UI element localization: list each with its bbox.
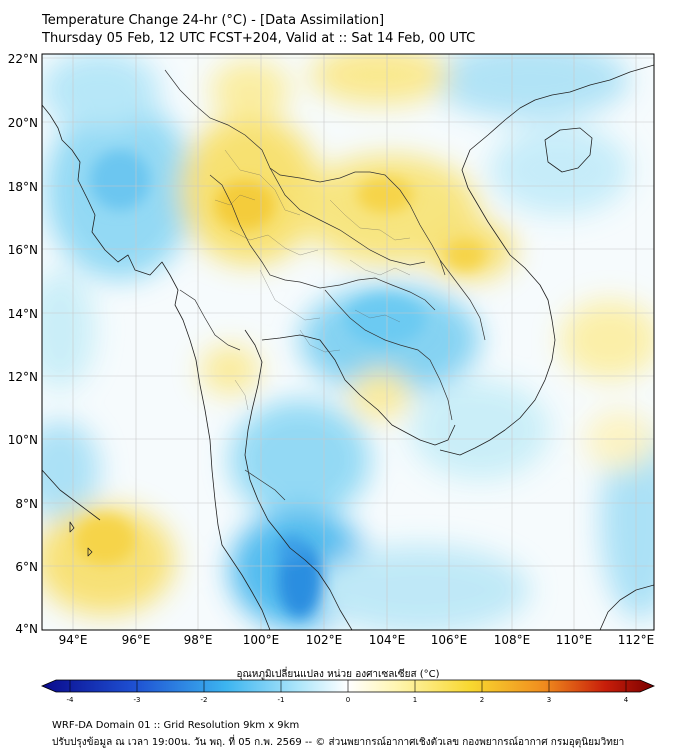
lat-label: 22°N [7,52,38,66]
lon-label: 106°E [430,633,468,647]
lat-label: 10°N [7,433,38,447]
map-title: Temperature Change 24-hr (°C) - [Data As… [42,13,385,28]
lat-label: 20°N [7,116,38,130]
borders [164,69,486,501]
graticule [42,54,654,630]
footer-model-info: WRF-DA Domain 01 :: Grid Resolution 9km … [52,720,300,731]
lon-label: 100°E [242,633,280,647]
lon-label: 110°E [555,633,593,647]
plot-frame [41,53,655,631]
colorbar-title: อุณหภูมิเปลี่ยนแปลง หน่วย องศาเซลเซียส (… [236,669,440,680]
lat-label: 12°N [7,370,38,384]
lon-label: 96°E [121,633,151,647]
lon-label: 102°E [305,633,343,647]
footer-credit: ปรับปรุงข้อมูล ณ เวลา 19:00น. วัน พฤ. ที… [52,737,625,748]
colorbar [40,679,656,693]
lon-label: 94°E [58,633,88,647]
lat-label: 16°N [7,243,38,257]
lon-label: 104°E [368,633,406,647]
colorbar-tick: -4 [66,696,74,704]
lat-label: 6°N [15,560,38,574]
provinces [214,149,411,411]
colorbar-tick: -2 [200,696,208,704]
colorbar-tick: 0 [345,696,351,704]
coastlines [42,64,654,630]
colorbar-tick: 1 [412,696,418,704]
colorbar-tick: 4 [623,696,629,704]
lat-label: 18°N [7,180,38,194]
lon-label: 112°E [617,633,655,647]
temperature-field [42,54,654,630]
colorbar-tick: 3 [546,696,552,704]
map-subtitle: Thursday 05 Feb, 12 UTC FCST+204, Valid … [42,31,476,46]
colorbar-tick: -3 [133,696,141,704]
lat-label: 14°N [7,307,38,321]
lat-label: 4°N [15,622,38,636]
lon-label: 98°E [183,633,213,647]
lat-label: 8°N [15,497,38,511]
colorbar-tick: -1 [277,696,285,704]
lon-label: 108°E [493,633,531,647]
colorbar-tick: 2 [479,696,485,704]
